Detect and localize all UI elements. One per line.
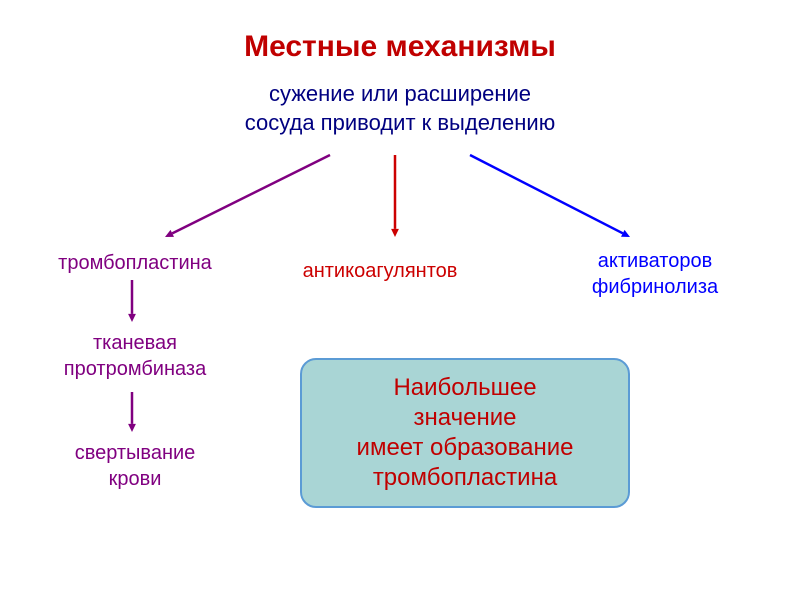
node-anticoagulants: антикоагулянтов — [280, 258, 480, 284]
subtitle-line1: сужение или расширение — [269, 81, 531, 106]
callout-text: Наибольшее значение имеет образование тр… — [357, 373, 574, 493]
callout-line3: имеет образование — [357, 434, 574, 461]
subtitle: сужение или расширение сосуда приводит к… — [200, 80, 600, 137]
coagulation-line1: свертывание — [75, 442, 196, 464]
node-fibrinolysis: активаторов фибринолиза — [555, 248, 755, 300]
callout-box: Наибольшее значение имеет образование тр… — [300, 358, 630, 508]
prothrombinase-line2: протромбиназа — [64, 358, 206, 380]
coagulation-line2: крови — [109, 468, 162, 490]
node-prothrombinase: тканевая протромбиназа — [30, 330, 240, 382]
prothrombinase-line1: тканевая — [93, 332, 177, 354]
fibrinolysis-line2: фибринолиза — [592, 276, 718, 298]
callout-line1: Наибольшее — [393, 374, 536, 401]
page-title: Местные механизмы — [0, 30, 800, 64]
subtitle-line2: сосуда приводит к выделению — [245, 110, 555, 135]
callout-line4: тромбопластина — [373, 464, 557, 491]
node-thromboplastin: тромбопластина — [35, 250, 235, 276]
fibrinolysis-line1: активаторов — [598, 250, 712, 272]
callout-line2: значение — [414, 404, 517, 431]
node-coagulation: свертывание крови — [50, 440, 220, 492]
